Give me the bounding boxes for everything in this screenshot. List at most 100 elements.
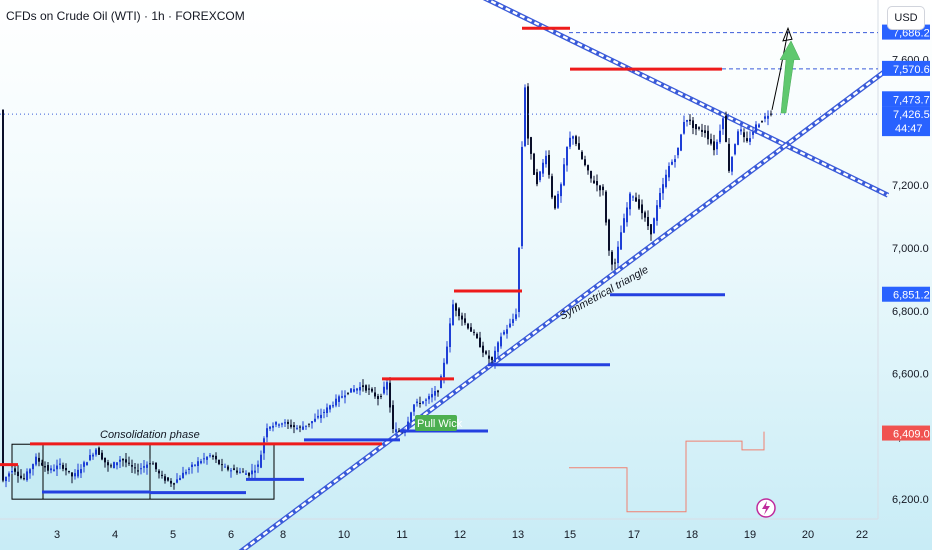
candle — [554, 195, 556, 210]
candle-body — [248, 472, 250, 476]
candle — [737, 129, 739, 146]
price-label-text: 6,409.0 — [893, 429, 930, 441]
candle-body — [191, 464, 193, 468]
candle — [530, 136, 532, 160]
candle — [614, 258, 616, 270]
candle — [140, 463, 142, 475]
x-tick-label: 20 — [802, 529, 814, 541]
candle — [665, 169, 667, 189]
candle — [287, 419, 289, 430]
candle-body — [104, 457, 106, 463]
candle-body — [143, 466, 145, 468]
candle — [242, 468, 244, 473]
candle-body — [644, 212, 646, 218]
candle-body — [392, 405, 394, 430]
chart-title: CFDs on Crude Oil (WTI) · 1h · FOREXCOM — [6, 9, 245, 23]
candle-body — [590, 170, 592, 179]
candle — [701, 123, 703, 137]
candle — [704, 125, 706, 138]
candle — [674, 155, 676, 168]
candle — [500, 332, 502, 349]
candle — [119, 455, 121, 469]
projection-path — [771, 31, 789, 110]
candle-body — [440, 376, 442, 389]
candle — [569, 131, 571, 150]
candle-body — [68, 470, 70, 472]
candle-body — [149, 463, 151, 465]
candle-body — [446, 346, 448, 364]
consolidation-box — [11, 443, 275, 500]
candle — [302, 421, 304, 431]
candle-body — [203, 458, 205, 460]
candle — [416, 398, 418, 407]
candle-body — [611, 251, 613, 265]
candle — [269, 425, 271, 432]
candle-body — [626, 207, 628, 223]
candle-body — [122, 459, 124, 461]
candle — [95, 447, 97, 457]
candle — [389, 377, 391, 413]
candle — [653, 217, 655, 234]
pull-wick-bg — [415, 415, 457, 432]
candle — [476, 332, 478, 340]
candle-body — [428, 396, 430, 400]
candle-body — [107, 462, 109, 466]
trendline-inner — [240, 68, 889, 550]
candle — [758, 123, 760, 128]
candle-body — [461, 315, 463, 320]
price-label-text: 7,473.7 — [893, 94, 930, 106]
candle — [110, 463, 112, 469]
candle-body — [407, 421, 409, 430]
candle-body — [536, 172, 538, 185]
candle — [626, 202, 628, 227]
candle — [125, 453, 127, 468]
candle — [455, 302, 457, 317]
candle-body — [707, 130, 709, 140]
candle — [257, 460, 259, 474]
candle-body — [263, 438, 265, 454]
candle — [98, 446, 100, 455]
candle-body — [80, 469, 82, 474]
pull-wick-label: Pull Wick — [417, 418, 463, 430]
candle-body — [698, 127, 700, 129]
candle — [458, 307, 460, 321]
currency-button[interactable]: USD — [887, 6, 925, 30]
x-tick-label: 6 — [228, 529, 234, 541]
candle — [710, 133, 712, 146]
candle — [266, 423, 268, 443]
candle — [593, 175, 595, 184]
candle — [353, 384, 355, 393]
candle-body — [242, 471, 244, 473]
candle-body — [227, 466, 229, 470]
candle-body — [467, 323, 469, 329]
candle-body — [668, 166, 670, 178]
candle-body — [119, 459, 121, 462]
candle — [41, 459, 43, 466]
candle-body — [617, 246, 619, 264]
candle-body — [437, 390, 439, 393]
candle-body — [167, 477, 169, 481]
candle — [413, 404, 415, 416]
candle — [596, 174, 598, 192]
candle-body — [692, 120, 694, 128]
candle-body — [260, 454, 262, 468]
candle — [623, 213, 625, 234]
x-tick-label: 12 — [454, 529, 466, 541]
candle — [722, 117, 724, 135]
candle — [260, 450, 262, 469]
candle-body — [638, 199, 640, 209]
x-tick-label: 11 — [396, 529, 407, 541]
candle-body — [566, 146, 568, 166]
consolidation-label: Consolidation phase — [100, 429, 200, 441]
candle-body — [431, 394, 433, 398]
candle — [371, 387, 373, 393]
candle-body — [602, 186, 604, 191]
candle-body — [533, 153, 535, 175]
candle — [167, 476, 169, 482]
candle — [656, 200, 658, 226]
candle-body — [197, 461, 199, 466]
candle-body — [164, 476, 166, 481]
candle-body — [746, 138, 748, 142]
